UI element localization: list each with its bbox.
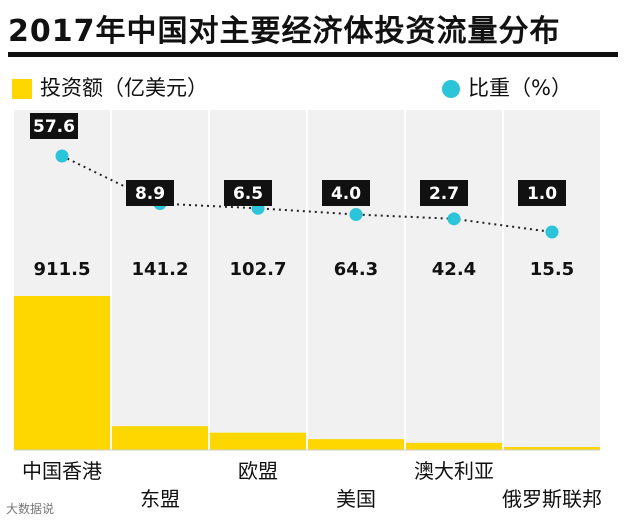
legend-share-label: 比重（%） bbox=[468, 76, 572, 100]
bar-1 bbox=[14, 296, 110, 450]
value-label-3: 102.7 bbox=[230, 259, 287, 280]
value-label-2: 141.2 bbox=[132, 259, 189, 280]
share-badge-3 bbox=[224, 180, 272, 206]
column-band bbox=[210, 110, 306, 450]
share-badge-5 bbox=[420, 180, 468, 206]
category-label-2: 东盟 bbox=[140, 487, 180, 511]
share-dot-6 bbox=[545, 225, 559, 239]
category-label-6: 俄罗斯联邦 bbox=[502, 487, 602, 511]
share-dot-5 bbox=[447, 212, 461, 226]
column-band bbox=[406, 110, 502, 450]
legend-dot-swatch bbox=[442, 80, 460, 98]
share-badge-2 bbox=[126, 180, 174, 206]
bar-2 bbox=[112, 426, 208, 450]
value-label-1: 911.5 bbox=[34, 259, 91, 280]
title-rule bbox=[8, 52, 618, 57]
chart-title: 2017年中国对主要经济体投资流量分布 bbox=[8, 14, 561, 49]
bar-6 bbox=[504, 447, 600, 450]
share-label-1: 57.6 bbox=[33, 117, 75, 137]
value-label-4: 64.3 bbox=[334, 259, 378, 280]
share-label-4: 4.0 bbox=[331, 184, 361, 204]
legend-share: 比重（%） bbox=[442, 72, 572, 102]
share-label-3: 6.5 bbox=[233, 184, 263, 204]
column-band bbox=[504, 110, 600, 450]
legend-investment: 投资额（亿美元） bbox=[12, 72, 208, 102]
share-badge-1 bbox=[30, 113, 78, 139]
value-label-5: 42.4 bbox=[432, 259, 476, 280]
category-label-1: 中国香港 bbox=[22, 459, 102, 483]
column-band bbox=[308, 110, 404, 450]
value-label-6: 15.5 bbox=[530, 259, 574, 280]
category-label-5: 澳大利亚 bbox=[414, 459, 494, 483]
share-label-2: 8.9 bbox=[135, 184, 165, 204]
share-badge-6 bbox=[518, 180, 566, 206]
share-badge-4 bbox=[322, 180, 370, 206]
share-dot-1 bbox=[55, 149, 69, 163]
category-label-4: 美国 bbox=[336, 487, 376, 511]
column-band bbox=[112, 110, 208, 450]
category-label-3: 欧盟 bbox=[238, 459, 278, 483]
bar-3 bbox=[210, 432, 306, 450]
share-label-5: 2.7 bbox=[429, 184, 459, 204]
legend-investment-label: 投资额（亿美元） bbox=[40, 76, 208, 100]
share-label-6: 1.0 bbox=[527, 184, 557, 204]
bar-5 bbox=[406, 442, 502, 450]
bar-4 bbox=[308, 439, 404, 450]
share-dot-4 bbox=[349, 208, 363, 222]
watermark: 大数据说 bbox=[6, 502, 55, 516]
legend-bar-swatch bbox=[12, 79, 32, 99]
